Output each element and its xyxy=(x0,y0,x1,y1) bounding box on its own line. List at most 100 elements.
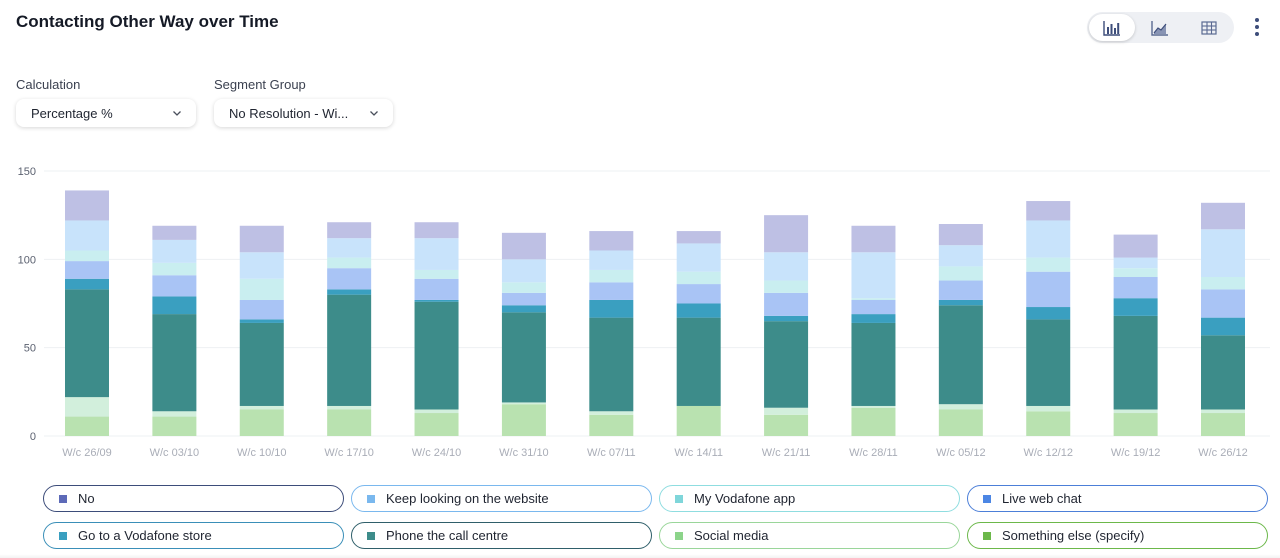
bar-segment[interactable] xyxy=(764,292,809,316)
bar-stack[interactable] xyxy=(851,225,896,436)
bar-segment[interactable] xyxy=(938,305,983,405)
bar-segment[interactable] xyxy=(414,301,459,410)
bar-segment[interactable] xyxy=(1201,229,1245,277)
bar-segment[interactable] xyxy=(764,252,809,281)
bar-segment[interactable] xyxy=(501,404,546,436)
bar-segment[interactable] xyxy=(501,312,546,403)
bar-segment[interactable] xyxy=(589,269,634,283)
bar-segment[interactable] xyxy=(152,239,197,263)
bar-segment[interactable] xyxy=(414,269,459,279)
bar-segment[interactable] xyxy=(501,402,546,405)
legend-item[interactable]: Something else (specify) xyxy=(967,522,1268,549)
bar-segment[interactable] xyxy=(851,322,896,406)
bar-segment[interactable] xyxy=(676,317,721,406)
bar-segment[interactable] xyxy=(938,266,983,281)
legend-item[interactable]: Phone the call centre xyxy=(351,522,652,549)
bar-segment[interactable] xyxy=(327,289,372,295)
bar-segment[interactable] xyxy=(676,405,721,436)
bar-segment[interactable] xyxy=(152,262,197,276)
bar-segment[interactable] xyxy=(414,278,459,300)
bar-segment[interactable] xyxy=(589,250,634,270)
bar-segment[interactable] xyxy=(1026,307,1071,320)
bar-segment[interactable] xyxy=(501,282,546,293)
bar-segment[interactable] xyxy=(938,224,983,246)
bar-segment[interactable] xyxy=(501,232,546,260)
bar-segment[interactable] xyxy=(1026,201,1071,221)
bar-segment[interactable] xyxy=(1026,271,1071,308)
bar-segment[interactable] xyxy=(239,225,284,253)
bar-segment[interactable] xyxy=(65,416,109,436)
bar-stack[interactable] xyxy=(1026,201,1071,436)
bar-segment[interactable] xyxy=(1113,268,1158,277)
calculation-dropdown[interactable]: Percentage % xyxy=(16,99,196,127)
bar-segment[interactable] xyxy=(152,416,197,436)
bar-segment[interactable] xyxy=(764,315,809,322)
bar-segment[interactable] xyxy=(65,250,109,262)
more-options-button[interactable] xyxy=(1249,14,1265,40)
bar-stack[interactable] xyxy=(65,190,109,436)
segment-group-dropdown[interactable]: No Resolution - Wi... xyxy=(214,99,393,127)
bar-segment[interactable] xyxy=(414,409,459,414)
bar-segment[interactable] xyxy=(1201,335,1245,410)
bar-segment[interactable] xyxy=(414,299,459,302)
bar-segment[interactable] xyxy=(589,414,634,436)
bar-segment[interactable] xyxy=(152,275,197,297)
bar-segment[interactable] xyxy=(764,407,809,415)
bar-segment[interactable] xyxy=(1113,277,1158,299)
bar-segment[interactable] xyxy=(851,225,896,253)
bar-stack[interactable] xyxy=(414,222,459,436)
bar-segment[interactable] xyxy=(1201,277,1245,290)
bar-segment[interactable] xyxy=(938,409,983,437)
bar-segment[interactable] xyxy=(501,305,546,313)
bar-segment[interactable] xyxy=(1201,413,1245,436)
bar-segment[interactable] xyxy=(1026,405,1071,412)
bar-segment[interactable] xyxy=(327,222,372,239)
bar-segment[interactable] xyxy=(1026,319,1071,406)
bar-chart-view-button[interactable] xyxy=(1089,14,1135,41)
bar-segment[interactable] xyxy=(676,231,721,244)
bar-segment[interactable] xyxy=(327,405,372,410)
bar-segment[interactable] xyxy=(676,303,721,318)
bar-segment[interactable] xyxy=(764,280,809,293)
bar-segment[interactable] xyxy=(1113,315,1158,410)
bar-segment[interactable] xyxy=(1026,220,1071,258)
bar-stack[interactable] xyxy=(589,231,634,436)
bar-segment[interactable] xyxy=(938,245,983,267)
bar-segment[interactable] xyxy=(327,268,372,290)
bar-segment[interactable] xyxy=(152,411,197,417)
bar-segment[interactable] xyxy=(239,409,284,437)
bar-segment[interactable] xyxy=(414,238,459,270)
bar-segment[interactable] xyxy=(152,225,197,240)
bar-segment[interactable] xyxy=(239,319,284,323)
bar-segment[interactable] xyxy=(414,222,459,239)
bar-segment[interactable] xyxy=(851,299,896,315)
bar-stack[interactable] xyxy=(938,224,983,437)
bar-segment[interactable] xyxy=(414,413,459,436)
bar-segment[interactable] xyxy=(676,284,721,304)
bar-segment[interactable] xyxy=(589,317,634,412)
bar-segment[interactable] xyxy=(938,404,983,410)
bar-segment[interactable] xyxy=(239,278,284,300)
bar-segment[interactable] xyxy=(764,215,809,253)
bar-segment[interactable] xyxy=(65,261,109,279)
bar-segment[interactable] xyxy=(1113,413,1158,436)
bar-segment[interactable] xyxy=(65,190,109,221)
bar-segment[interactable] xyxy=(327,238,372,258)
bar-segment[interactable] xyxy=(589,231,634,251)
bar-segment[interactable] xyxy=(764,321,809,408)
bar-stack[interactable] xyxy=(764,215,809,436)
bar-segment[interactable] xyxy=(851,252,896,299)
bar-segment[interactable] xyxy=(1026,257,1071,272)
bar-segment[interactable] xyxy=(327,409,372,437)
area-chart-view-button[interactable] xyxy=(1137,14,1183,41)
bar-segment[interactable] xyxy=(152,296,197,315)
bar-segment[interactable] xyxy=(938,299,983,306)
bar-segment[interactable] xyxy=(676,243,721,272)
bar-segment[interactable] xyxy=(327,294,372,406)
bar-segment[interactable] xyxy=(764,414,809,436)
bar-segment[interactable] xyxy=(589,299,634,318)
bar-segment[interactable] xyxy=(1201,317,1245,336)
legend-item[interactable]: My Vodafone app xyxy=(659,485,960,512)
bar-segment[interactable] xyxy=(327,257,372,269)
bar-segment[interactable] xyxy=(938,280,983,300)
